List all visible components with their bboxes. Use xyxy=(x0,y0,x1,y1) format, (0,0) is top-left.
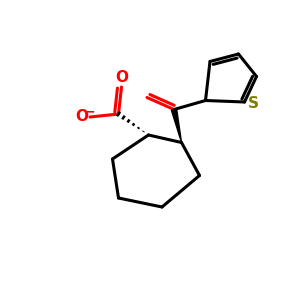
Polygon shape xyxy=(171,109,182,142)
Text: S: S xyxy=(248,96,259,111)
Text: O: O xyxy=(116,70,129,86)
Text: O: O xyxy=(75,109,88,124)
Text: −: − xyxy=(83,105,95,118)
